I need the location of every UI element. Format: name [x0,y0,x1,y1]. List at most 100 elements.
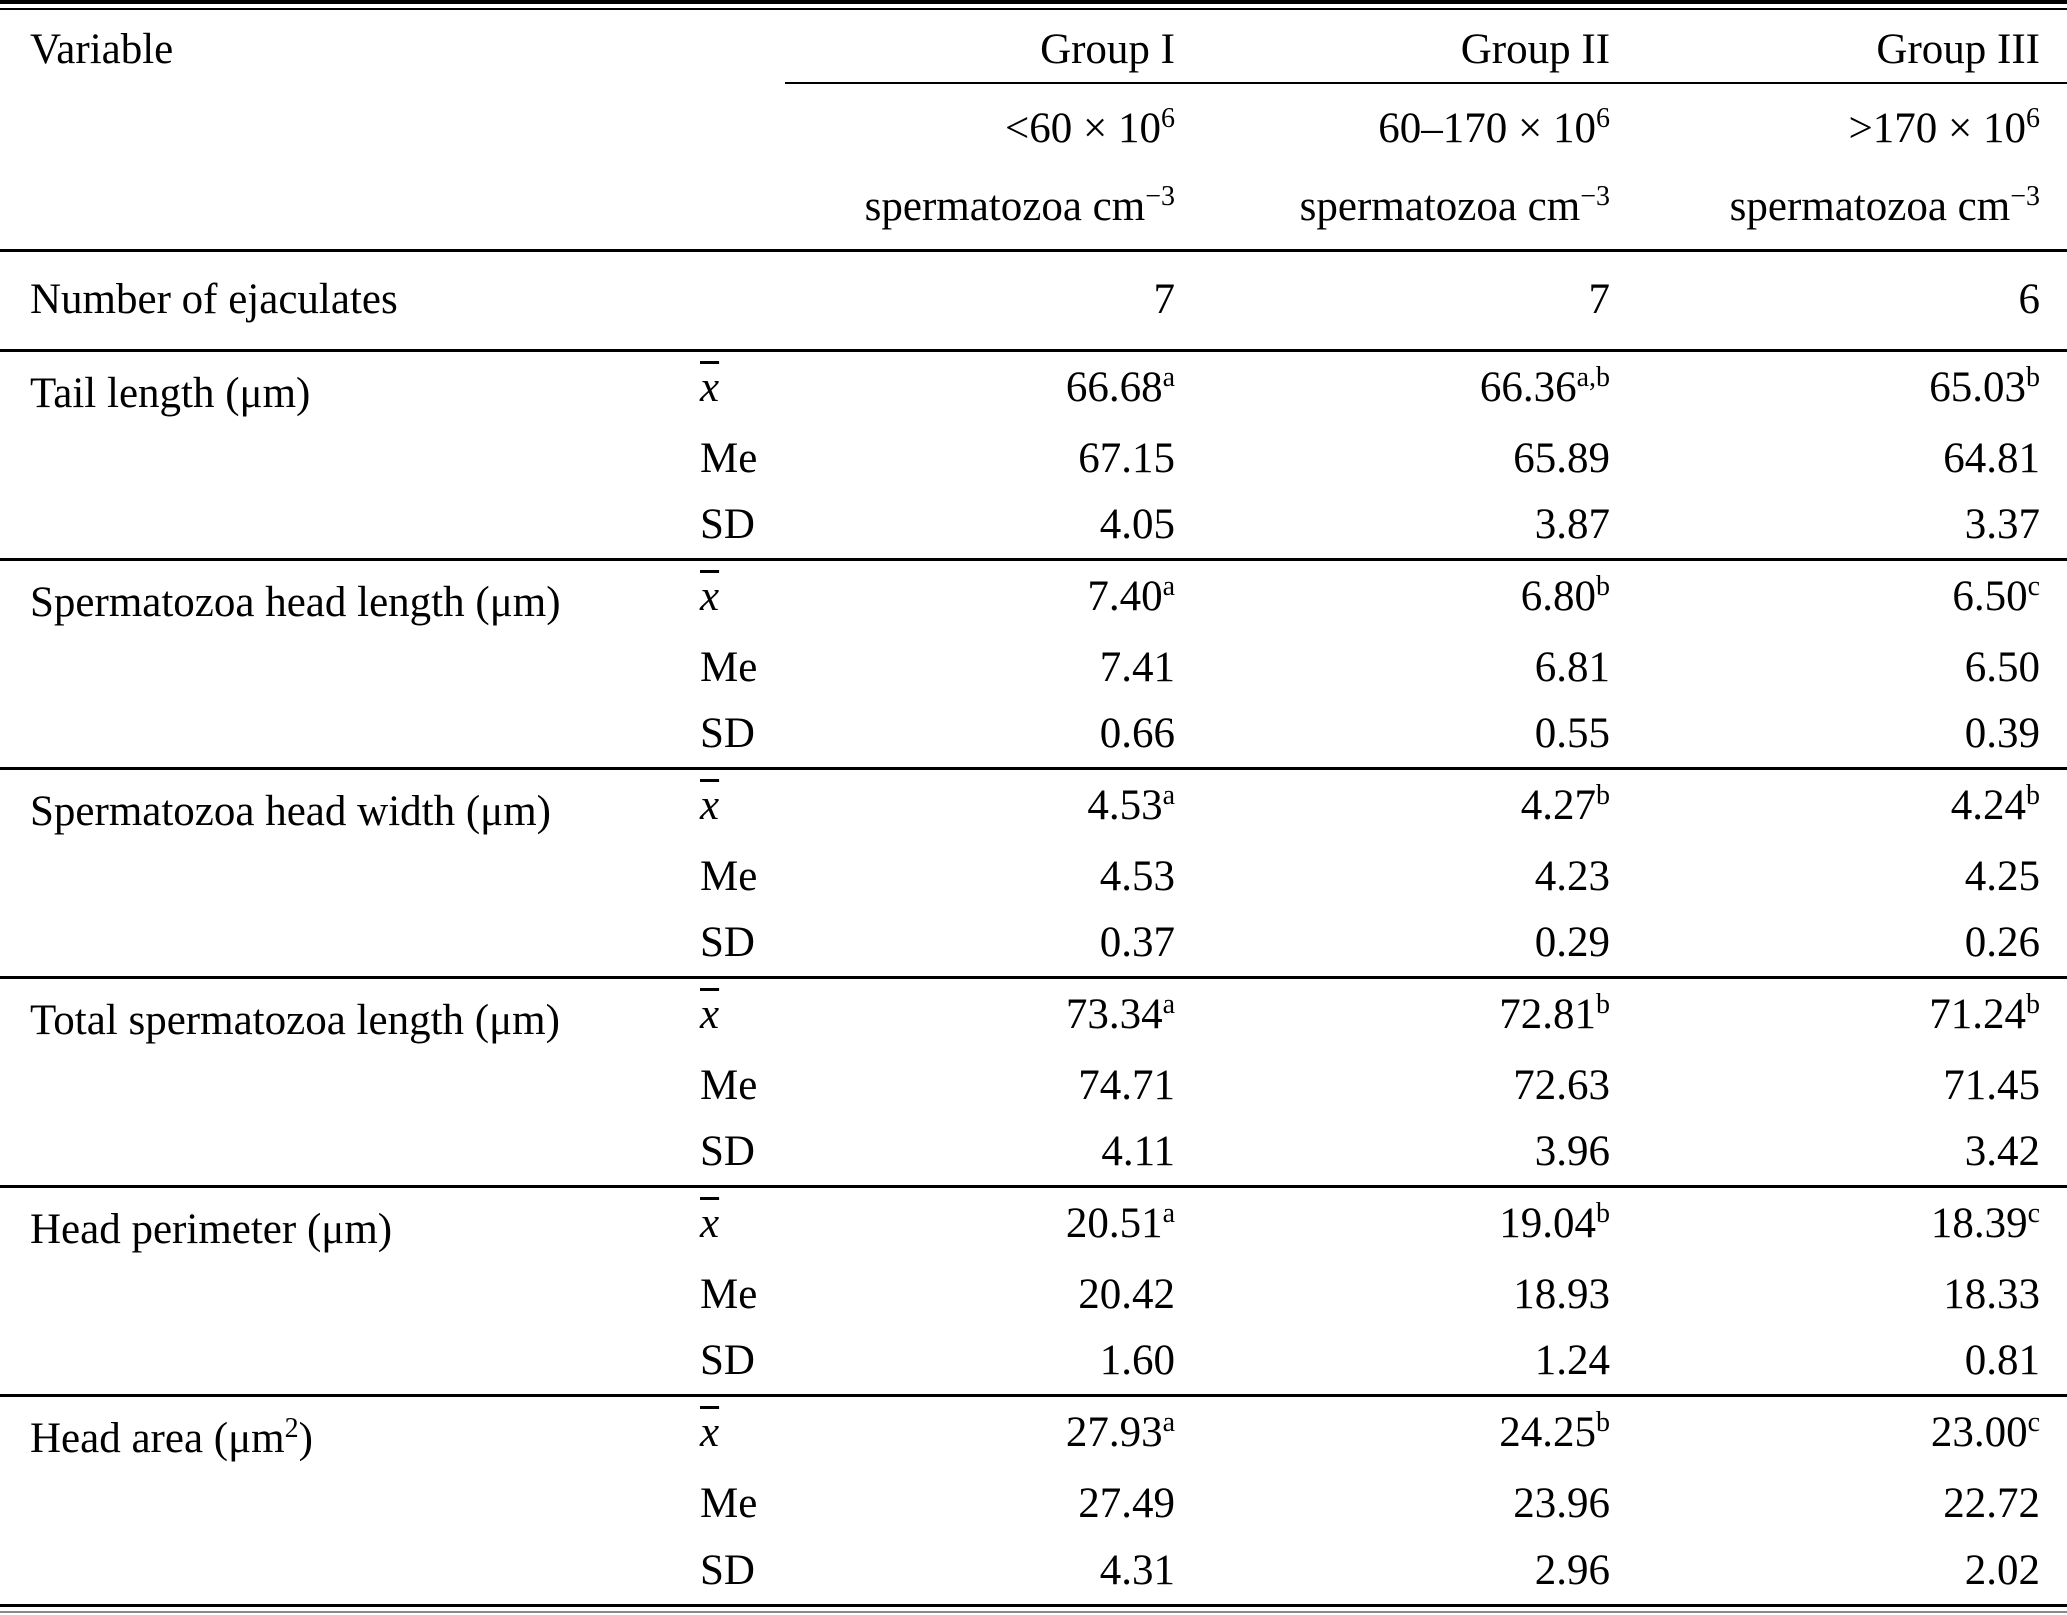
stat-label-sd: SD [700,500,755,548]
value-cell: 4.23 [1534,852,1611,900]
column-header-group-2: Group II [1460,26,1611,73]
table-row: Me 74.71 72.63 71.45 [0,1052,2067,1119]
stat-label-median: Me [700,852,758,900]
value-cell: 1.60 [1099,1336,1176,1384]
column-header-group-1: Group I [1040,26,1176,73]
value-cell: 4.27b [1175,766,1611,843]
value-cell: 72.63 [1513,1061,1611,1109]
group-1-unit: spermatozoa cm−3 [864,181,1176,231]
value-cell: 0.29 [1534,918,1611,966]
value-cell: 7.40a [785,557,1176,634]
value-cell: 0.66 [1099,709,1176,757]
bottom-rule-faint [0,1611,2067,1613]
significance-superscript: b [1596,571,1611,603]
ejaculates-value-group-3: 6 [1610,248,2067,352]
significance-superscript: b [2026,780,2041,812]
table-header-row: Variable Group I Group II Group III [0,10,2067,83]
value-cell: 19.04b [1175,1184,1611,1261]
exponent: 6 [2026,103,2041,134]
value-cell: 66.68a [785,348,1176,425]
value-cell: 2.02 [1964,1546,2041,1594]
stat-label-sd: SD [700,918,755,966]
ejaculates-value-group-1: 7 [785,248,1176,352]
value-cell: 73.34a [785,975,1176,1052]
variable-label-head-perimeter: Head perimeter (μm) [0,1184,670,1395]
variable-label-head-area: Head area (μm2) [0,1393,670,1604]
table-row: Me 67.15 65.89 64.81 [0,425,2067,492]
value-cell: 3.96 [1534,1127,1611,1175]
value-cell: 4.05 [1099,500,1176,548]
group-3-unit: spermatozoa cm−3 [1729,181,2041,231]
stat-label-median: Me [700,434,758,482]
x-bar-symbol: x [700,782,720,830]
value-cell: 0.39 [1964,709,2041,757]
value-cell: 27.93a [785,1393,1176,1470]
value-cell: 6.50c [1610,557,2067,634]
value-cell: 23.00c [1610,1393,2067,1470]
value-cell: 6.81 [1534,643,1611,691]
exponent: 6 [1161,103,1176,134]
group-3-concentration: >170 × 106 spermatozoa cm−3 [1610,82,2067,250]
value-cell: 65.89 [1513,434,1611,482]
stat-label-median: Me [700,1270,758,1318]
significance-superscript: a [1162,1407,1176,1439]
bottom-rule [0,1604,2067,1607]
table-row: SD 4.11 3.96 3.42 [0,1119,2067,1186]
significance-superscript: c [2027,1198,2041,1230]
significance-superscript: b [1596,1198,1611,1230]
significance-superscript: b [1596,989,1611,1021]
stat-label-mean: x [670,975,786,1052]
value-cell: 0.81 [1964,1336,2041,1384]
value-cell: 71.24b [1610,975,2067,1052]
group-1-concentration: <60 × 106 spermatozoa cm−3 [785,82,1176,250]
exponent: −3 [2010,181,2041,212]
value-cell: 18.33 [1943,1270,2041,1318]
value-cell: 2.96 [1534,1546,1611,1594]
value-cell: 20.42 [1078,1270,1176,1318]
table-row: SD 1.60 1.24 0.81 [0,1328,2067,1395]
value-cell: 66.36a,b [1175,348,1611,425]
table-row: Spermatozoa head width (μm) x 4.53a 4.27… [0,766,2067,977]
stat-label-mean: x [670,1184,786,1261]
x-bar-symbol: x [700,991,720,1039]
column-header-variable: Variable [30,26,174,73]
significance-superscript: b [2026,362,2041,394]
value-cell: 0.26 [1964,918,2041,966]
value-cell: 4.31 [1099,1546,1176,1594]
stat-label-median: Me [700,643,758,691]
column-header-group-3: Group III [1876,26,2041,73]
value-cell: 4.24b [1610,766,2067,843]
significance-superscript: b [1596,1407,1611,1439]
value-cell: 3.42 [1964,1127,2041,1175]
group-2-unit: spermatozoa cm−3 [1299,181,1611,231]
table-row: Spermatozoa head length (μm) x 7.40a 6.8… [0,557,2067,768]
value-cell: 27.49 [1078,1479,1176,1527]
group-1-range: <60 × 106 [1005,103,1176,153]
table-row: Me 4.53 4.23 4.25 [0,843,2067,910]
value-cell: 3.37 [1964,500,2041,548]
x-bar-symbol: x [700,573,720,621]
ejaculates-row: Number of ejaculates 7 7 6 [0,248,2067,352]
value-cell: 1.24 [1534,1336,1611,1384]
value-cell: 64.81 [1943,434,2041,482]
morphometry-table: Variable Group I Group II Group III <60 … [0,10,2067,1604]
table-row: Me 27.49 23.96 22.72 [0,1470,2067,1537]
significance-superscript: a [1162,989,1176,1021]
significance-superscript: a [1162,1198,1176,1230]
value-cell: 4.25 [1964,852,2041,900]
value-cell: 7.41 [1099,643,1176,691]
table-row: Head area (μm2) x 27.93a 24.25b 23.00c [0,1393,2067,1604]
table-subheader-row: <60 × 106 spermatozoa cm−3 60–170 × 106 … [0,82,2067,250]
table-row: Head perimeter (μm) x 20.51a 19.04b 18.3… [0,1184,2067,1395]
top-rule-thick [0,0,2067,4]
value-cell: 24.25b [1175,1393,1611,1470]
stat-label-sd: SD [700,709,755,757]
table-row: SD 0.37 0.29 0.26 [0,910,2067,977]
value-cell: 20.51a [785,1184,1176,1261]
table-row: Tail length (μm) x 66.68a 66.36a,b 65.03… [0,348,2067,559]
variable-label-tail-length: Tail length (μm) [0,348,670,559]
ejaculates-label: Number of ejaculates [0,248,786,352]
value-cell: 22.72 [1943,1479,2041,1527]
value-cell: 0.37 [1099,918,1176,966]
